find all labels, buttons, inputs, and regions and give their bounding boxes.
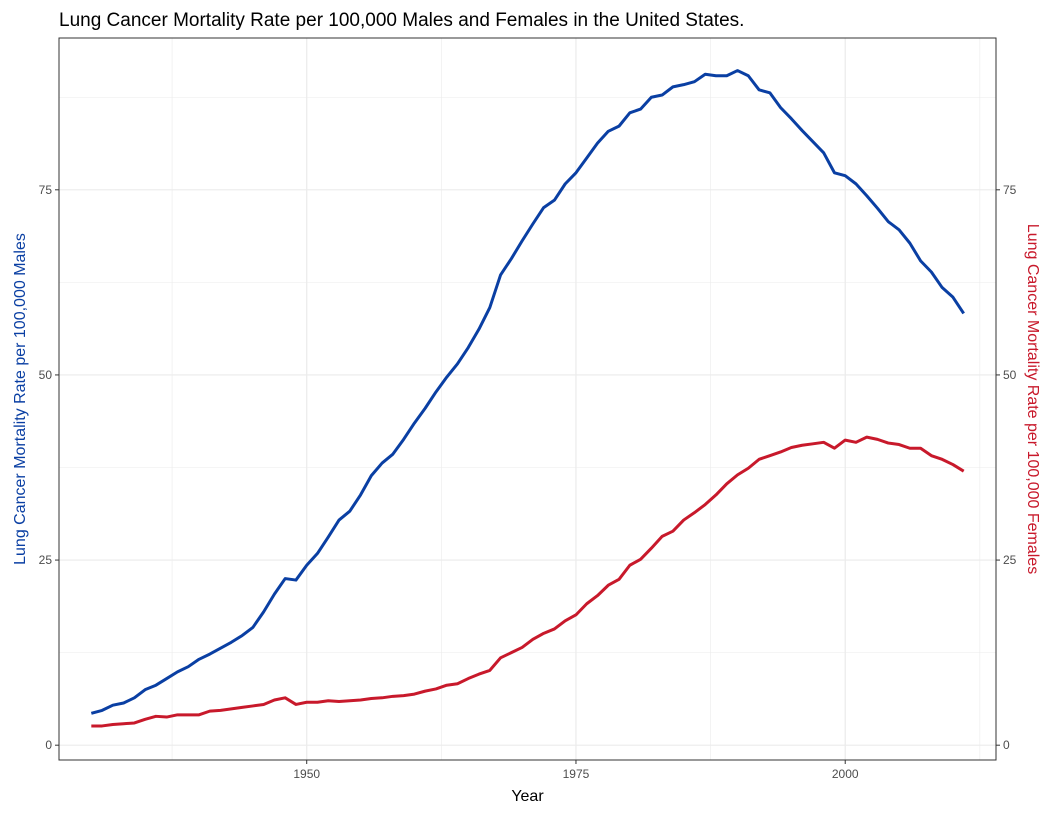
x-tick-label: 1975 [563,767,590,781]
axes: 1950 1975 2000 0 0 25 25 50 50 75 75 [39,183,1017,781]
x-tick-label: 1950 [293,767,320,781]
plot-panel [59,38,996,760]
y-axis-left-title: Lung Cancer Mortality Rate per 100,000 M… [12,233,29,565]
females-line [91,435,965,728]
y-left-tick-label: 50 [39,368,53,382]
y-right-tick-label: 75 [1003,183,1017,197]
series-layer [90,69,965,728]
y-left-tick-label: 25 [39,553,53,567]
y-left-tick-label: 75 [39,183,53,197]
chart-title: Lung Cancer Mortality Rate per 100,000 M… [59,10,744,31]
plot-border [58,37,997,761]
y-axis-right-title: Lung Cancer Mortality Rate per 100,000 F… [1024,224,1041,574]
y-right-tick-label: 0 [1003,738,1010,752]
y-right-tick-label: 25 [1003,553,1017,567]
y-right-tick-label: 50 [1003,368,1017,382]
x-axis-title: Year [511,788,544,805]
grid-lines [59,38,996,760]
x-tick-label: 2000 [832,767,859,781]
males-line [90,69,965,715]
y-left-tick-label: 0 [45,738,52,752]
